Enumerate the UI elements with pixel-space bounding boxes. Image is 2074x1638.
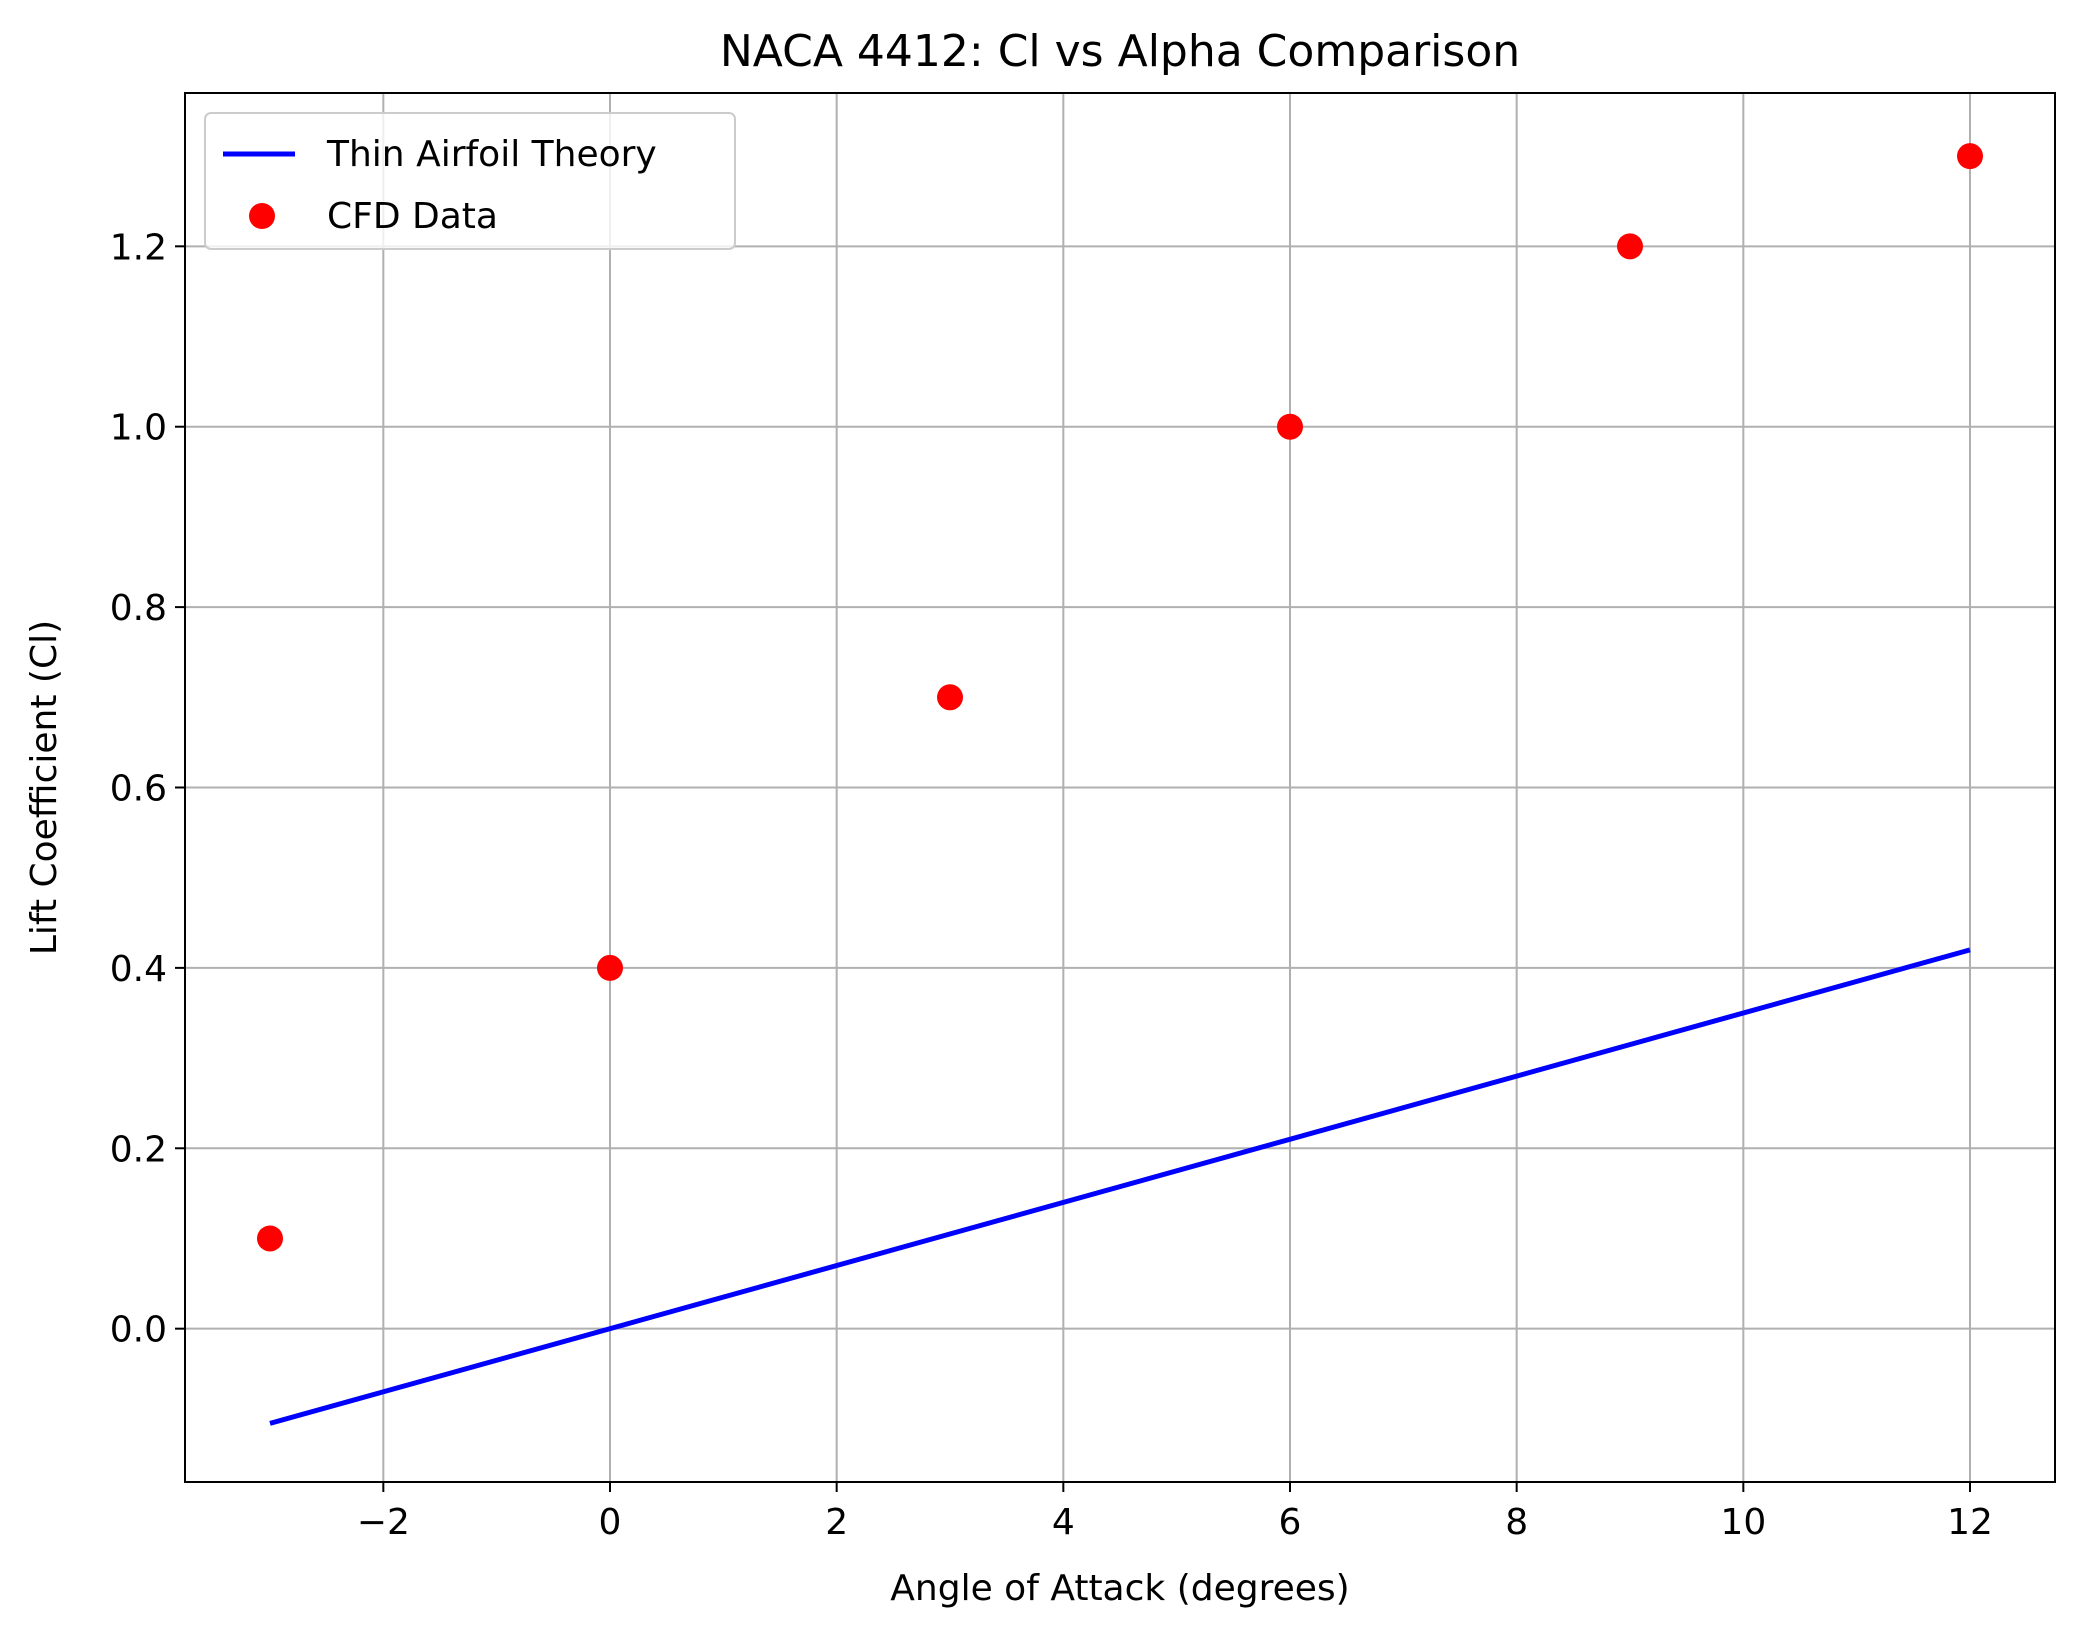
grid xyxy=(185,93,2055,1482)
y-tick-label: 1.0 xyxy=(110,408,167,449)
cfd-data-point xyxy=(597,954,623,981)
x-tick-label: 4 xyxy=(1052,1502,1075,1543)
y-tick-label: 0.0 xyxy=(110,1310,167,1351)
x-tick-label: 6 xyxy=(1279,1502,1302,1543)
cfd-data-point xyxy=(257,1225,283,1252)
y-tick-label: 0.2 xyxy=(110,1129,167,1170)
y-tick-label: 0.6 xyxy=(110,769,167,810)
y-tick-label: 1.2 xyxy=(110,227,167,268)
x-tick-label: 12 xyxy=(1947,1502,1993,1543)
cfd-data-point xyxy=(937,684,963,711)
x-tick-label: 2 xyxy=(825,1502,848,1543)
x-axis-title: Angle of Attack (degrees) xyxy=(890,1568,1349,1609)
x-tick-label: −2 xyxy=(357,1502,410,1543)
legend-scatter-marker xyxy=(249,203,275,229)
legend: Thin Airfoil Theory CFD Data xyxy=(204,112,736,250)
y-tick-label: 0.4 xyxy=(110,949,167,990)
legend-label-thin-airfoil-theory: Thin Airfoil Theory xyxy=(326,134,657,175)
x-tick-label: 0 xyxy=(599,1502,622,1543)
cfd-data-point xyxy=(1957,143,1983,170)
legend-box xyxy=(204,112,736,250)
x-tick-label: 10 xyxy=(1720,1502,1766,1543)
series-line-thin-airfoil-theory xyxy=(269,947,1971,1426)
cfd-data-point xyxy=(1617,233,1643,260)
cfd-data-point xyxy=(1277,413,1303,440)
x-tick-label: 8 xyxy=(1505,1502,1528,1543)
chart-title: NACA 4412: Cl vs Alpha Comparison xyxy=(720,26,1520,77)
y-tick-label: 0.8 xyxy=(110,588,167,629)
legend-label-cfd-data: CFD Data xyxy=(327,196,498,237)
y-axis-title: Lift Coefficient (Cl) xyxy=(24,620,65,955)
axis-ticks: −2 0 2 4 6 8 10 12 0.0 0.2 0.4 0.6 0.8 1.0 1.2 xyxy=(110,227,1993,1543)
plot-series xyxy=(257,143,1983,1426)
